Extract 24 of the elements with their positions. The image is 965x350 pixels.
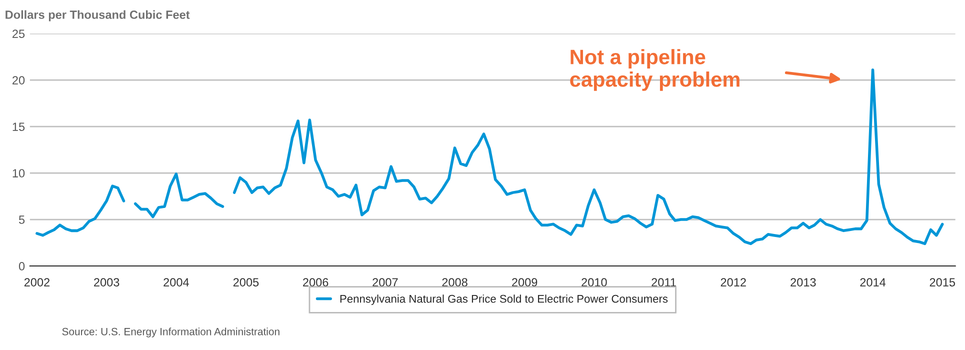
x-tick-label: 2014 bbox=[860, 278, 886, 286]
x-tick-label: 2002 bbox=[24, 278, 50, 286]
x-tick-label: 2007 bbox=[372, 278, 398, 286]
y-tick-label: 5 bbox=[18, 216, 25, 224]
annotation: Not a pipeline capacity problem bbox=[570, 49, 740, 91]
y-tick-label: 10 bbox=[12, 169, 25, 178]
legend-label: Pennsylvania Natural Gas Price Sold to Electric Power Consumers bbox=[340, 294, 668, 305]
x-tick-label: 2004 bbox=[164, 278, 189, 286]
x-tick-label: 2012 bbox=[720, 278, 746, 286]
y-tick-label: 20 bbox=[12, 76, 25, 84]
y-tick-label: 25 bbox=[12, 30, 25, 38]
x-tick-label: 2011 bbox=[652, 278, 676, 286]
x-tick-label: 2003 bbox=[94, 278, 120, 286]
source-note: Source: U.S. Energy Information Administration bbox=[62, 328, 280, 338]
x-tick-label: 2005 bbox=[233, 278, 259, 286]
y-tick-label: 15 bbox=[12, 122, 25, 131]
x-tick-label: 2010 bbox=[582, 278, 607, 286]
x-tick-label: 2015 bbox=[930, 278, 956, 286]
x-tick-label: 2006 bbox=[303, 278, 328, 286]
x-tick-label: 2009 bbox=[512, 278, 538, 286]
x-tick-label: 2008 bbox=[442, 278, 468, 286]
x-tick-label: 2013 bbox=[790, 278, 816, 286]
y-axis-title: Dollars per Thousand Cubic Feet bbox=[6, 10, 190, 22]
y-tick-label: 0 bbox=[18, 262, 25, 270]
